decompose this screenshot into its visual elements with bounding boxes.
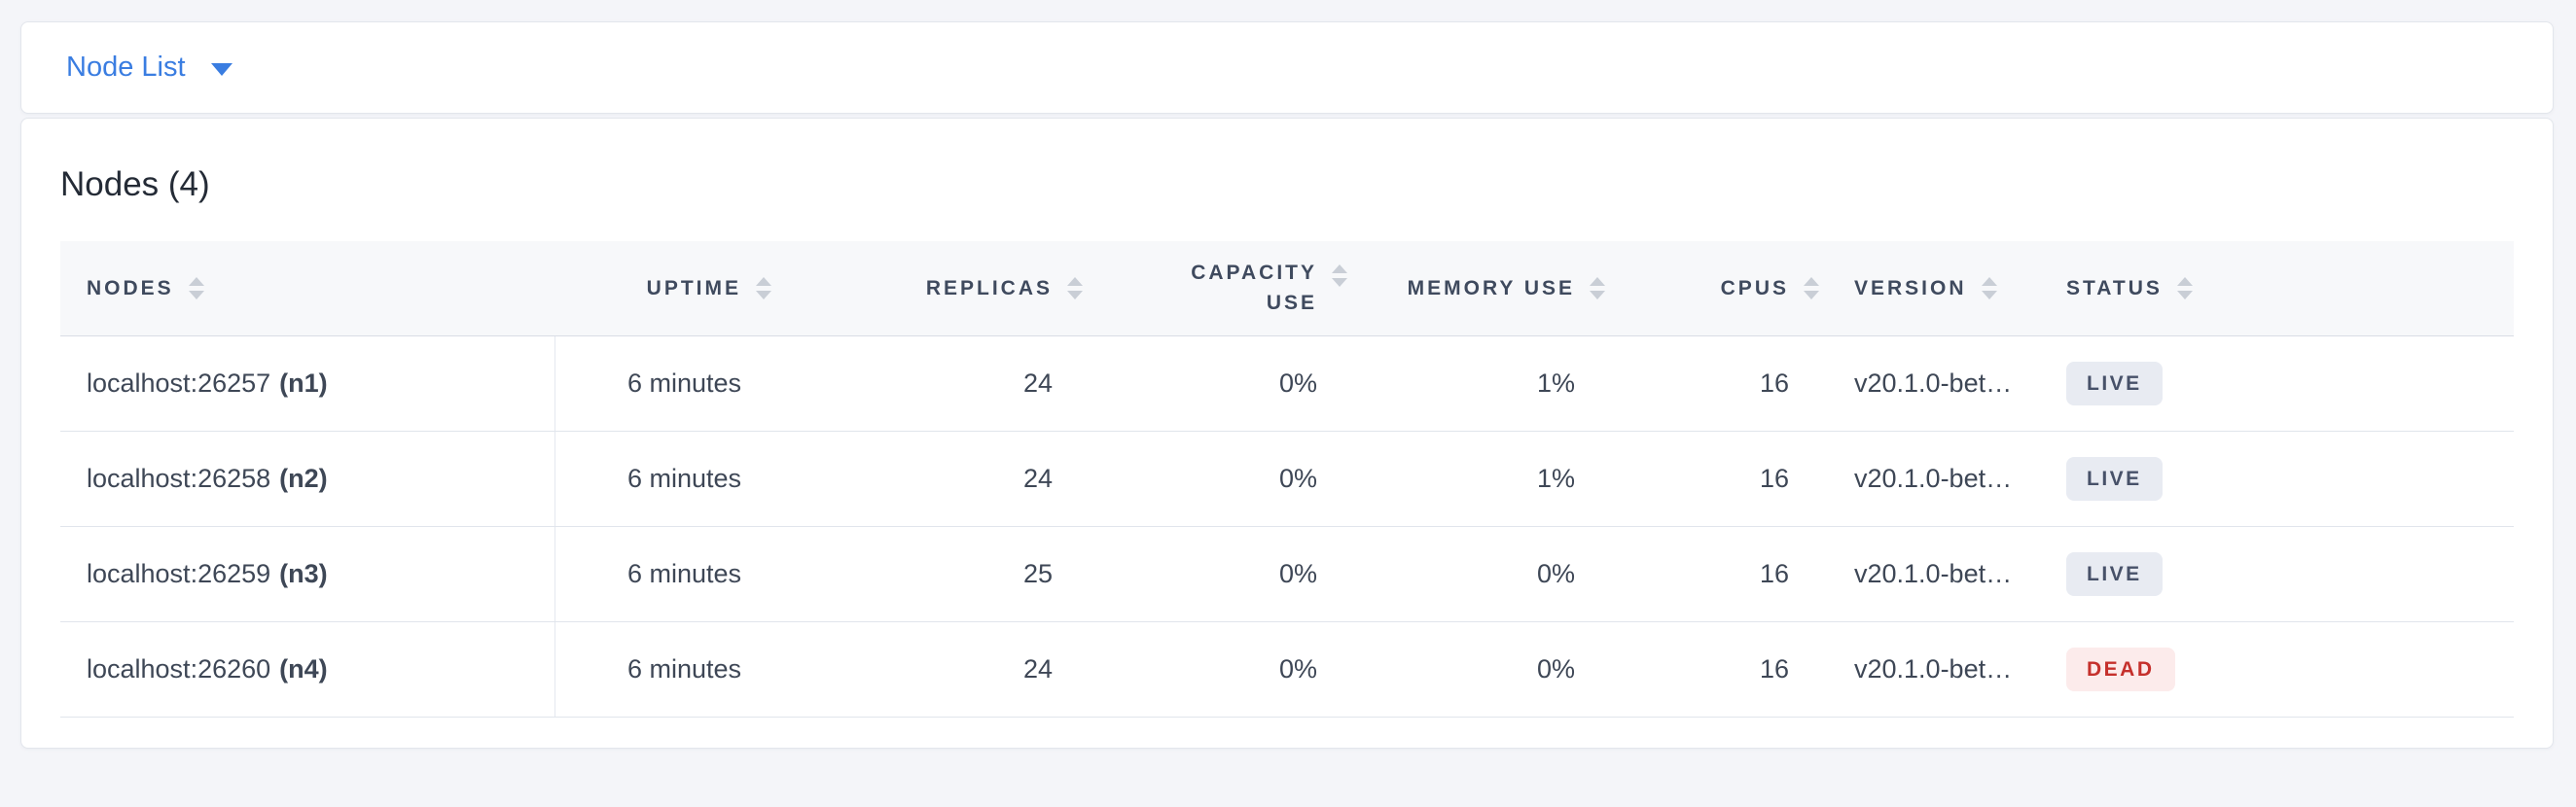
nodes-overview-card: Nodes (4) NODES UPTIME REPLICAS CAPACITY USE… — [20, 118, 2554, 749]
sort-icon — [2176, 277, 2194, 299]
cell-replicas: 24 — [1022, 654, 1053, 684]
status-badge: LIVE — [2066, 456, 2163, 502]
node-id: (n2) — [279, 464, 328, 493]
node-address: localhost:26257 — [87, 368, 271, 398]
cell-version: v20.1.0-bet… — [1854, 464, 2013, 493]
node-address: localhost:26259 — [87, 559, 271, 588]
node-table: NODES UPTIME REPLICAS CAPACITY USE MEMORY USE… — [60, 241, 2514, 718]
table-row[interactable]: localhost:26257 (n1) 6 minutes 24 0% 1% 16 v20.… — [60, 336, 2514, 432]
cell-capacity_use: 0% — [1278, 654, 1317, 684]
column-header-label: UPTIME — [646, 276, 741, 299]
cell-nodes: localhost:26260 (n4) — [60, 622, 555, 717]
column-header-memory_use[interactable]: MEMORY USE — [1348, 241, 1606, 335]
node-id: (n4) — [279, 654, 328, 684]
cell-memory_use: 0% — [1536, 559, 1575, 588]
column-header-cpus[interactable]: CPUS — [1606, 241, 1820, 335]
cell-version: v20.1.0-bet… — [1854, 654, 2013, 684]
node-id: (n3) — [279, 559, 328, 588]
cell-uptime: 6 minutes — [626, 559, 741, 588]
column-header-nodes[interactable]: NODES — [60, 241, 555, 335]
table-header-row: NODES UPTIME REPLICAS CAPACITY USE MEMORY USE… — [60, 241, 2514, 336]
view-dropdown-label: Node List — [66, 52, 186, 83]
cell-status: LIVE — [2066, 527, 2514, 621]
column-header-replicas[interactable]: REPLICAS — [772, 241, 1084, 335]
cell-replicas: 25 — [1022, 559, 1053, 588]
view-selector-bar: Node List — [20, 21, 2554, 114]
column-header-status[interactable]: STATUS — [2066, 241, 2514, 335]
cell-capacity_use: 0% — [1278, 464, 1317, 493]
sort-icon — [756, 277, 772, 299]
column-header-label: CPUS — [1720, 276, 1789, 299]
cell-replicas: 24 — [1022, 368, 1053, 398]
cell-status: DEAD — [2066, 622, 2514, 717]
cell-status: LIVE — [2066, 336, 2514, 431]
column-header-label: STATUS — [2066, 276, 2163, 299]
status-badge: LIVE — [2066, 361, 2163, 406]
cell-version: v20.1.0-bet… — [1854, 368, 2013, 398]
column-header-version[interactable]: VERSION — [1820, 241, 2066, 335]
cell-uptime: 6 minutes — [626, 368, 741, 398]
status-badge: LIVE — [2066, 551, 2163, 597]
cell-memory_use: 1% — [1536, 464, 1575, 493]
column-header-label: CAPACITY USE — [1191, 262, 1317, 314]
node-address: localhost:26258 — [87, 464, 271, 493]
cell-cpus: 16 — [1759, 559, 1789, 588]
view-dropdown[interactable]: Node List — [66, 52, 233, 84]
table-row[interactable]: localhost:26258 (n2) 6 minutes 24 0% 1% 16 v20.… — [60, 432, 2514, 527]
column-header-capacity_use[interactable]: CAPACITY USE — [1084, 241, 1348, 335]
cell-uptime: 6 minutes — [626, 654, 741, 684]
cell-capacity_use: 0% — [1278, 368, 1317, 398]
column-header-label: NODES — [87, 276, 174, 299]
sort-icon — [1804, 277, 1820, 299]
table-row[interactable]: localhost:26260 (n4) 6 minutes 24 0% 0% 16 v20.… — [60, 622, 2514, 718]
node-address: localhost:26260 — [87, 654, 271, 684]
cell-status: LIVE — [2066, 432, 2514, 526]
column-header-uptime[interactable]: UPTIME — [555, 241, 772, 335]
sort-icon — [188, 277, 205, 299]
column-header-label: REPLICAS — [925, 276, 1053, 299]
cell-version: v20.1.0-bet… — [1854, 559, 2013, 588]
cell-cpus: 16 — [1759, 368, 1789, 398]
table-row[interactable]: localhost:26259 (n3) 6 minutes 25 0% 0% 16 v20.… — [60, 527, 2514, 622]
sort-icon — [1590, 277, 1606, 299]
cell-nodes: localhost:26258 (n2) — [60, 432, 555, 526]
sort-icon — [1332, 264, 1348, 287]
cell-uptime: 6 minutes — [626, 464, 741, 493]
column-header-label: VERSION — [1854, 276, 1967, 299]
column-header-label: MEMORY USE — [1407, 276, 1575, 299]
cell-nodes: localhost:26259 (n3) — [60, 527, 555, 621]
page-title: Nodes (4) — [60, 165, 210, 203]
table-body: localhost:26257 (n1) 6 minutes 24 0% 1% 16 v20.… — [60, 336, 2514, 718]
sort-icon — [1067, 277, 1084, 299]
cell-nodes: localhost:26257 (n1) — [60, 336, 555, 431]
cell-memory_use: 0% — [1536, 654, 1575, 684]
caret-down-icon — [210, 63, 233, 76]
cell-cpus: 16 — [1759, 464, 1789, 493]
cell-capacity_use: 0% — [1278, 559, 1317, 588]
cell-cpus: 16 — [1759, 654, 1789, 684]
cell-memory_use: 1% — [1536, 368, 1575, 398]
node-id: (n1) — [279, 368, 328, 398]
status-badge: DEAD — [2066, 647, 2175, 692]
cell-replicas: 24 — [1022, 464, 1053, 493]
sort-icon — [1981, 277, 1998, 299]
